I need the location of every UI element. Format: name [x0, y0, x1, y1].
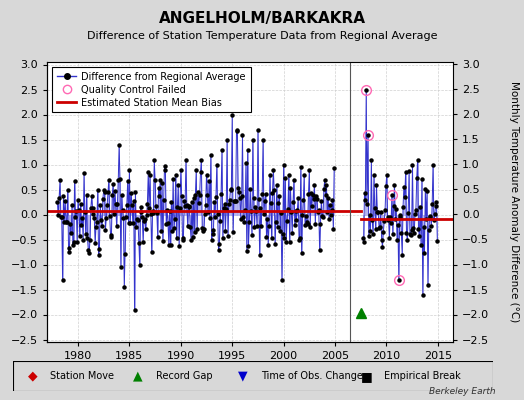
Text: ▲: ▲: [133, 370, 143, 383]
Text: Time of Obs. Change: Time of Obs. Change: [261, 371, 363, 381]
Text: Empirical Break: Empirical Break: [384, 371, 461, 381]
Y-axis label: Monthly Temperature Anomaly Difference (°C): Monthly Temperature Anomaly Difference (…: [509, 81, 519, 323]
Text: ▼: ▼: [238, 370, 248, 383]
Text: Difference of Station Temperature Data from Regional Average: Difference of Station Temperature Data f…: [87, 31, 437, 41]
Text: Record Gap: Record Gap: [156, 371, 213, 381]
Text: ANGELHOLM/BARKAKRA: ANGELHOLM/BARKAKRA: [158, 11, 366, 26]
Text: Berkeley Earth: Berkeley Earth: [429, 387, 495, 396]
Text: Station Move: Station Move: [50, 371, 115, 381]
Text: ◆: ◆: [27, 370, 37, 383]
Legend: Difference from Regional Average, Quality Control Failed, Estimated Station Mean: Difference from Regional Average, Qualit…: [52, 67, 250, 112]
Text: ■: ■: [361, 370, 373, 383]
